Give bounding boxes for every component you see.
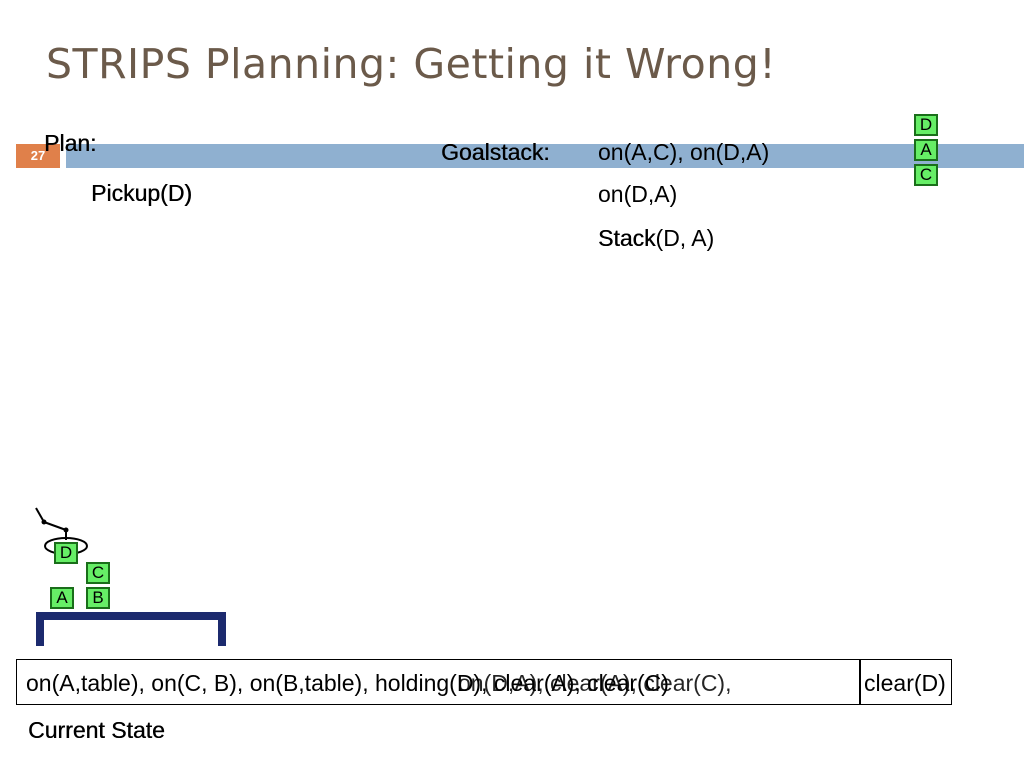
block-b: B — [86, 587, 110, 609]
goalstack-action-name: Stack — [598, 225, 656, 251]
current-state-tail-text: clear(D) — [864, 670, 946, 696]
slide-title: STRIPS Planning: Getting it Wrong! — [46, 40, 777, 88]
current-state-overlay-text: on(D,A), clear(A), clear(C), — [458, 670, 732, 696]
current-state-box — [16, 659, 952, 705]
robot-arm-icon — [35, 507, 88, 555]
slide-number: 27 — [16, 144, 60, 168]
goalstack-heading: Goalstack: — [441, 139, 550, 165]
goal-block-a: A — [914, 139, 938, 161]
goal-block-d: D — [914, 114, 938, 136]
goalstack-action-args: (D, A) — [655, 225, 715, 251]
table-leg-right — [218, 612, 226, 646]
current-state-text: on(A,table), on(C, B), on(B,table), hold… — [26, 670, 669, 696]
table-leg-left — [36, 612, 44, 646]
goalstack-item: on(D,A) — [598, 181, 678, 207]
block-c: C — [86, 562, 110, 584]
state-box-divider — [859, 659, 861, 705]
goalstack-action: Stack(D, A) — [598, 225, 714, 252]
table-top — [36, 612, 226, 620]
current-state-caption: Current State — [28, 717, 165, 743]
block-a: A — [50, 587, 74, 609]
plan-heading: Plan: — [44, 130, 97, 156]
goalstack-item: on(A,C), on(D,A) — [598, 139, 770, 165]
held-block-d: D — [54, 542, 78, 564]
blocks-world-scene: D C A B — [30, 500, 230, 650]
goal-block-c: C — [914, 164, 938, 186]
plan-step: Pickup(D) — [91, 180, 192, 206]
accent-bar — [66, 144, 1024, 168]
